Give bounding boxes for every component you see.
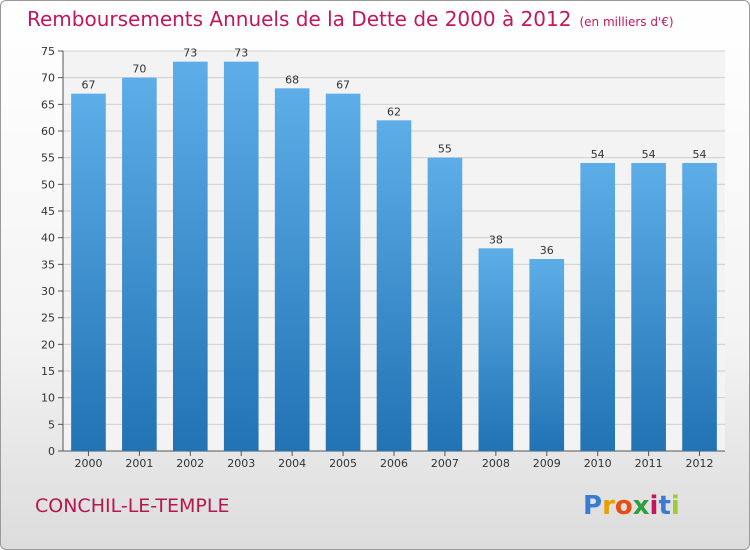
y-tick-label: 20 xyxy=(41,338,55,351)
bar xyxy=(478,248,514,451)
y-tick-label: 5 xyxy=(48,418,55,431)
logo-letter: t xyxy=(658,491,671,521)
x-tick-label: 2010 xyxy=(584,457,612,470)
data-label: 54 xyxy=(591,148,605,161)
data-label: 70 xyxy=(132,63,146,76)
y-tick-label: 15 xyxy=(41,365,55,378)
data-label: 54 xyxy=(642,148,656,161)
bar xyxy=(274,88,310,451)
y-tick-label: 10 xyxy=(41,392,55,405)
data-label: 67 xyxy=(336,79,350,92)
y-tick-label: 70 xyxy=(41,72,55,85)
y-tick-label: 40 xyxy=(41,232,55,245)
logo-letter: i xyxy=(649,491,659,521)
bar xyxy=(122,77,157,452)
bar xyxy=(71,93,106,452)
chart-subtitle: (en milliers d'€) xyxy=(579,15,674,29)
y-tick-label: 65 xyxy=(41,98,55,111)
data-label: 67 xyxy=(81,79,95,92)
logo-letter: i xyxy=(670,491,680,521)
bar xyxy=(325,93,361,452)
data-label: 38 xyxy=(489,233,503,246)
bar xyxy=(376,120,412,451)
y-tick-label: 55 xyxy=(41,152,55,165)
data-label: 62 xyxy=(387,105,401,118)
x-tick-label: 2003 xyxy=(227,457,255,470)
labels: 0 5 10 15 20 25 30 35 40 45 50 55 60 65 70 75 2000 67 2001… xyxy=(41,45,714,470)
logo-letter: P xyxy=(583,491,603,521)
logo-letter: r xyxy=(602,491,615,521)
bar xyxy=(223,61,259,452)
x-tick-label: 2008 xyxy=(482,457,510,470)
proxiti-logo: Proxiti xyxy=(583,491,680,521)
x-tick-label: 2011 xyxy=(635,457,663,470)
y-tick-label: 60 xyxy=(41,125,55,138)
x-tick-label: 2001 xyxy=(125,457,153,470)
x-tick-label: 2002 xyxy=(176,457,204,470)
x-tick-label: 2000 xyxy=(74,457,102,470)
y-tick-label: 45 xyxy=(41,205,55,218)
x-tick-label: 2005 xyxy=(329,457,357,470)
logo-letter: o xyxy=(614,491,633,521)
bar xyxy=(631,163,666,451)
x-tick-label: 2012 xyxy=(686,457,714,470)
data-label: 73 xyxy=(183,47,197,60)
x-tick-label: 2004 xyxy=(278,457,306,470)
y-tick-label: 25 xyxy=(41,312,55,325)
bar xyxy=(427,157,463,451)
y-tick-label: 50 xyxy=(41,178,55,191)
bar xyxy=(529,259,565,451)
bars xyxy=(71,61,717,452)
data-label: 68 xyxy=(285,73,299,86)
y-tick-label: 35 xyxy=(41,258,55,271)
x-tick-label: 2007 xyxy=(431,457,459,470)
data-label: 36 xyxy=(540,244,554,257)
bar xyxy=(172,61,208,452)
logo-letter: x xyxy=(632,491,650,521)
y-tick-label: 75 xyxy=(41,45,55,58)
bar xyxy=(580,163,616,451)
y-tick-label: 30 xyxy=(41,285,55,298)
y-tick-label: 0 xyxy=(48,445,55,458)
data-label: 73 xyxy=(234,47,248,60)
x-tick-label: 2009 xyxy=(533,457,561,470)
bar xyxy=(682,163,717,451)
data-label: 55 xyxy=(438,143,452,156)
data-label: 54 xyxy=(693,148,707,161)
x-tick-label: 2006 xyxy=(380,457,408,470)
commune-name: CONCHIL-LE-TEMPLE xyxy=(35,495,230,517)
chart-title: Remboursements Annuels de la Dette de 20… xyxy=(27,7,674,31)
